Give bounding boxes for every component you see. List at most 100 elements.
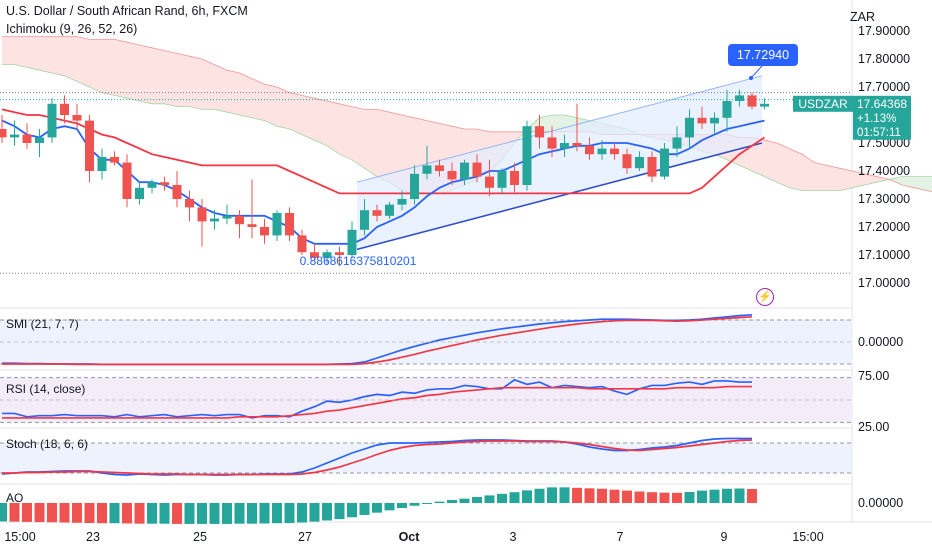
candle-body — [122, 162, 132, 199]
senkou-span-a-line — [2, 64, 932, 194]
candle-body — [497, 171, 507, 188]
candle-body — [210, 218, 219, 222]
time-axis-tick: 27 — [298, 530, 312, 544]
ao-bar — [234, 503, 245, 524]
price-axis-tick: 17.00000 — [858, 276, 910, 290]
candle-body — [385, 204, 394, 216]
ichimoku-cloud-segment — [152, 47, 165, 104]
candle-body — [160, 182, 169, 185]
ao-bar — [172, 503, 182, 524]
flash-icon[interactable]: ⚡ — [756, 288, 774, 306]
candle-body — [335, 252, 344, 255]
ao-bar — [459, 498, 470, 503]
candle-body — [410, 173, 419, 199]
ao-bar — [134, 503, 145, 524]
candle-body — [585, 145, 594, 155]
ao-bar — [247, 503, 257, 524]
candle-body — [735, 95, 744, 101]
rsi-ma-line — [2, 385, 752, 419]
stoch-pane-label[interactable]: Stoch (18, 6, 6) — [6, 437, 89, 451]
candle-body — [697, 117, 707, 124]
time-axis-tick: 25 — [193, 530, 207, 544]
candle-body — [235, 215, 244, 225]
currency-label[interactable]: ZAR — [850, 10, 875, 24]
ao-bar — [747, 488, 757, 503]
ao-bar — [709, 489, 720, 503]
ichimoku-cloud-segment — [289, 92, 302, 135]
ichimoku-cloud-segment — [89, 39, 102, 93]
lower-ratio-label: 0.8868616375810201 — [300, 254, 417, 268]
senkou-span-b-line — [2, 36, 932, 193]
rsi-pane-label[interactable]: RSI (14, close) — [6, 382, 86, 396]
candle-body — [560, 143, 569, 149]
ichimoku-cloud-segment — [877, 176, 890, 183]
channel-upper-line — [356, 75, 763, 183]
ao-bar — [222, 503, 232, 524]
rsi-line — [2, 378, 752, 419]
candle-body — [372, 210, 382, 216]
smi-signal-line — [2, 315, 753, 366]
time-axis-tick: 3 — [510, 530, 517, 544]
candle-body — [347, 229, 357, 255]
ichimoku-cloud-segment — [802, 154, 815, 191]
ao-axis-tick: 0.00000 — [858, 496, 903, 510]
ao-bar — [159, 503, 170, 524]
ao-bar — [384, 503, 395, 511]
time-axis-tick: 9 — [721, 530, 728, 544]
time-axis-tick: 7 — [617, 530, 624, 544]
ichimoku-cloud-segment — [14, 36, 27, 68]
candle-body — [322, 252, 332, 258]
ao-bar — [534, 488, 545, 503]
candle-body — [97, 157, 107, 171]
ao-bar — [659, 492, 670, 503]
candle-body — [522, 126, 532, 185]
candle-body — [622, 154, 632, 169]
price-axis-tick: 17.20000 — [858, 220, 910, 234]
ichimoku-cloud-segment — [189, 56, 202, 110]
candle-body — [635, 157, 644, 169]
ao-bar — [197, 503, 207, 524]
price-badge-value: 17.64368 — [857, 97, 907, 111]
ao-bar — [734, 488, 745, 503]
ao-bar — [122, 503, 132, 524]
ao-bar — [347, 503, 357, 518]
ichimoku-cloud-segment — [764, 140, 777, 183]
candle-body — [197, 207, 207, 222]
ichimoku-cloud-segment — [864, 173, 877, 185]
rising-channel-fill — [357, 75, 762, 250]
ao-bar — [672, 492, 682, 503]
candle-body — [547, 137, 557, 149]
ichimoku-cloud-segment — [277, 87, 290, 129]
ao-bar — [34, 503, 45, 523]
ichimoku-cloud-segment — [777, 143, 790, 188]
candle-body — [47, 103, 57, 138]
candle-body — [0, 129, 7, 138]
ichimoku-indicator-label[interactable]: Ichimoku (9, 26, 52, 26) — [6, 22, 138, 36]
ao-bar — [572, 487, 582, 503]
ao-bar — [509, 492, 520, 503]
rsi-axis-tick-high: 75.00 — [858, 369, 889, 383]
symbol-badge — [793, 95, 853, 112]
price-badge — [853, 95, 911, 140]
time-axis-tick: Oct — [399, 530, 421, 544]
ao-bar — [84, 503, 95, 524]
ichimoku-cloud-segment — [39, 36, 52, 73]
price-axis-tick: 17.80000 — [858, 52, 910, 66]
ichimoku-cloud-segment — [927, 176, 932, 192]
candle-body — [472, 162, 482, 177]
ao-bar — [584, 488, 595, 503]
ao-bar — [334, 503, 345, 520]
smi-pane-label[interactable]: SMI (21, 7, 7) — [6, 317, 79, 331]
ichimoku-cloud-segment — [902, 176, 915, 188]
annotation-point — [749, 76, 753, 80]
ao-bar — [497, 493, 507, 503]
ao-pane-label[interactable]: AO — [6, 491, 24, 505]
ao-bar — [259, 503, 270, 524]
price-badge-change: +1.13% — [857, 113, 896, 125]
ao-bar — [372, 503, 382, 513]
chart-title: U.S. Dollar / South African Rand, 6h, FX… — [6, 4, 248, 18]
candle-body — [10, 134, 19, 138]
candle-body — [85, 120, 94, 171]
candle-body — [110, 157, 119, 163]
